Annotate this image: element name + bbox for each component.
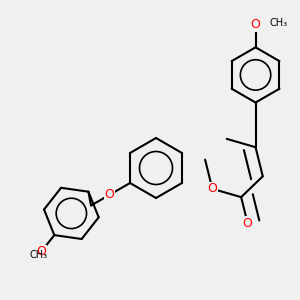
Text: O: O (207, 182, 217, 195)
Text: O: O (104, 188, 114, 202)
Text: CH₃: CH₃ (269, 18, 287, 28)
Text: CH₃: CH₃ (29, 250, 47, 260)
Text: O: O (243, 217, 253, 230)
Text: O: O (250, 18, 260, 31)
Text: O: O (36, 245, 46, 258)
